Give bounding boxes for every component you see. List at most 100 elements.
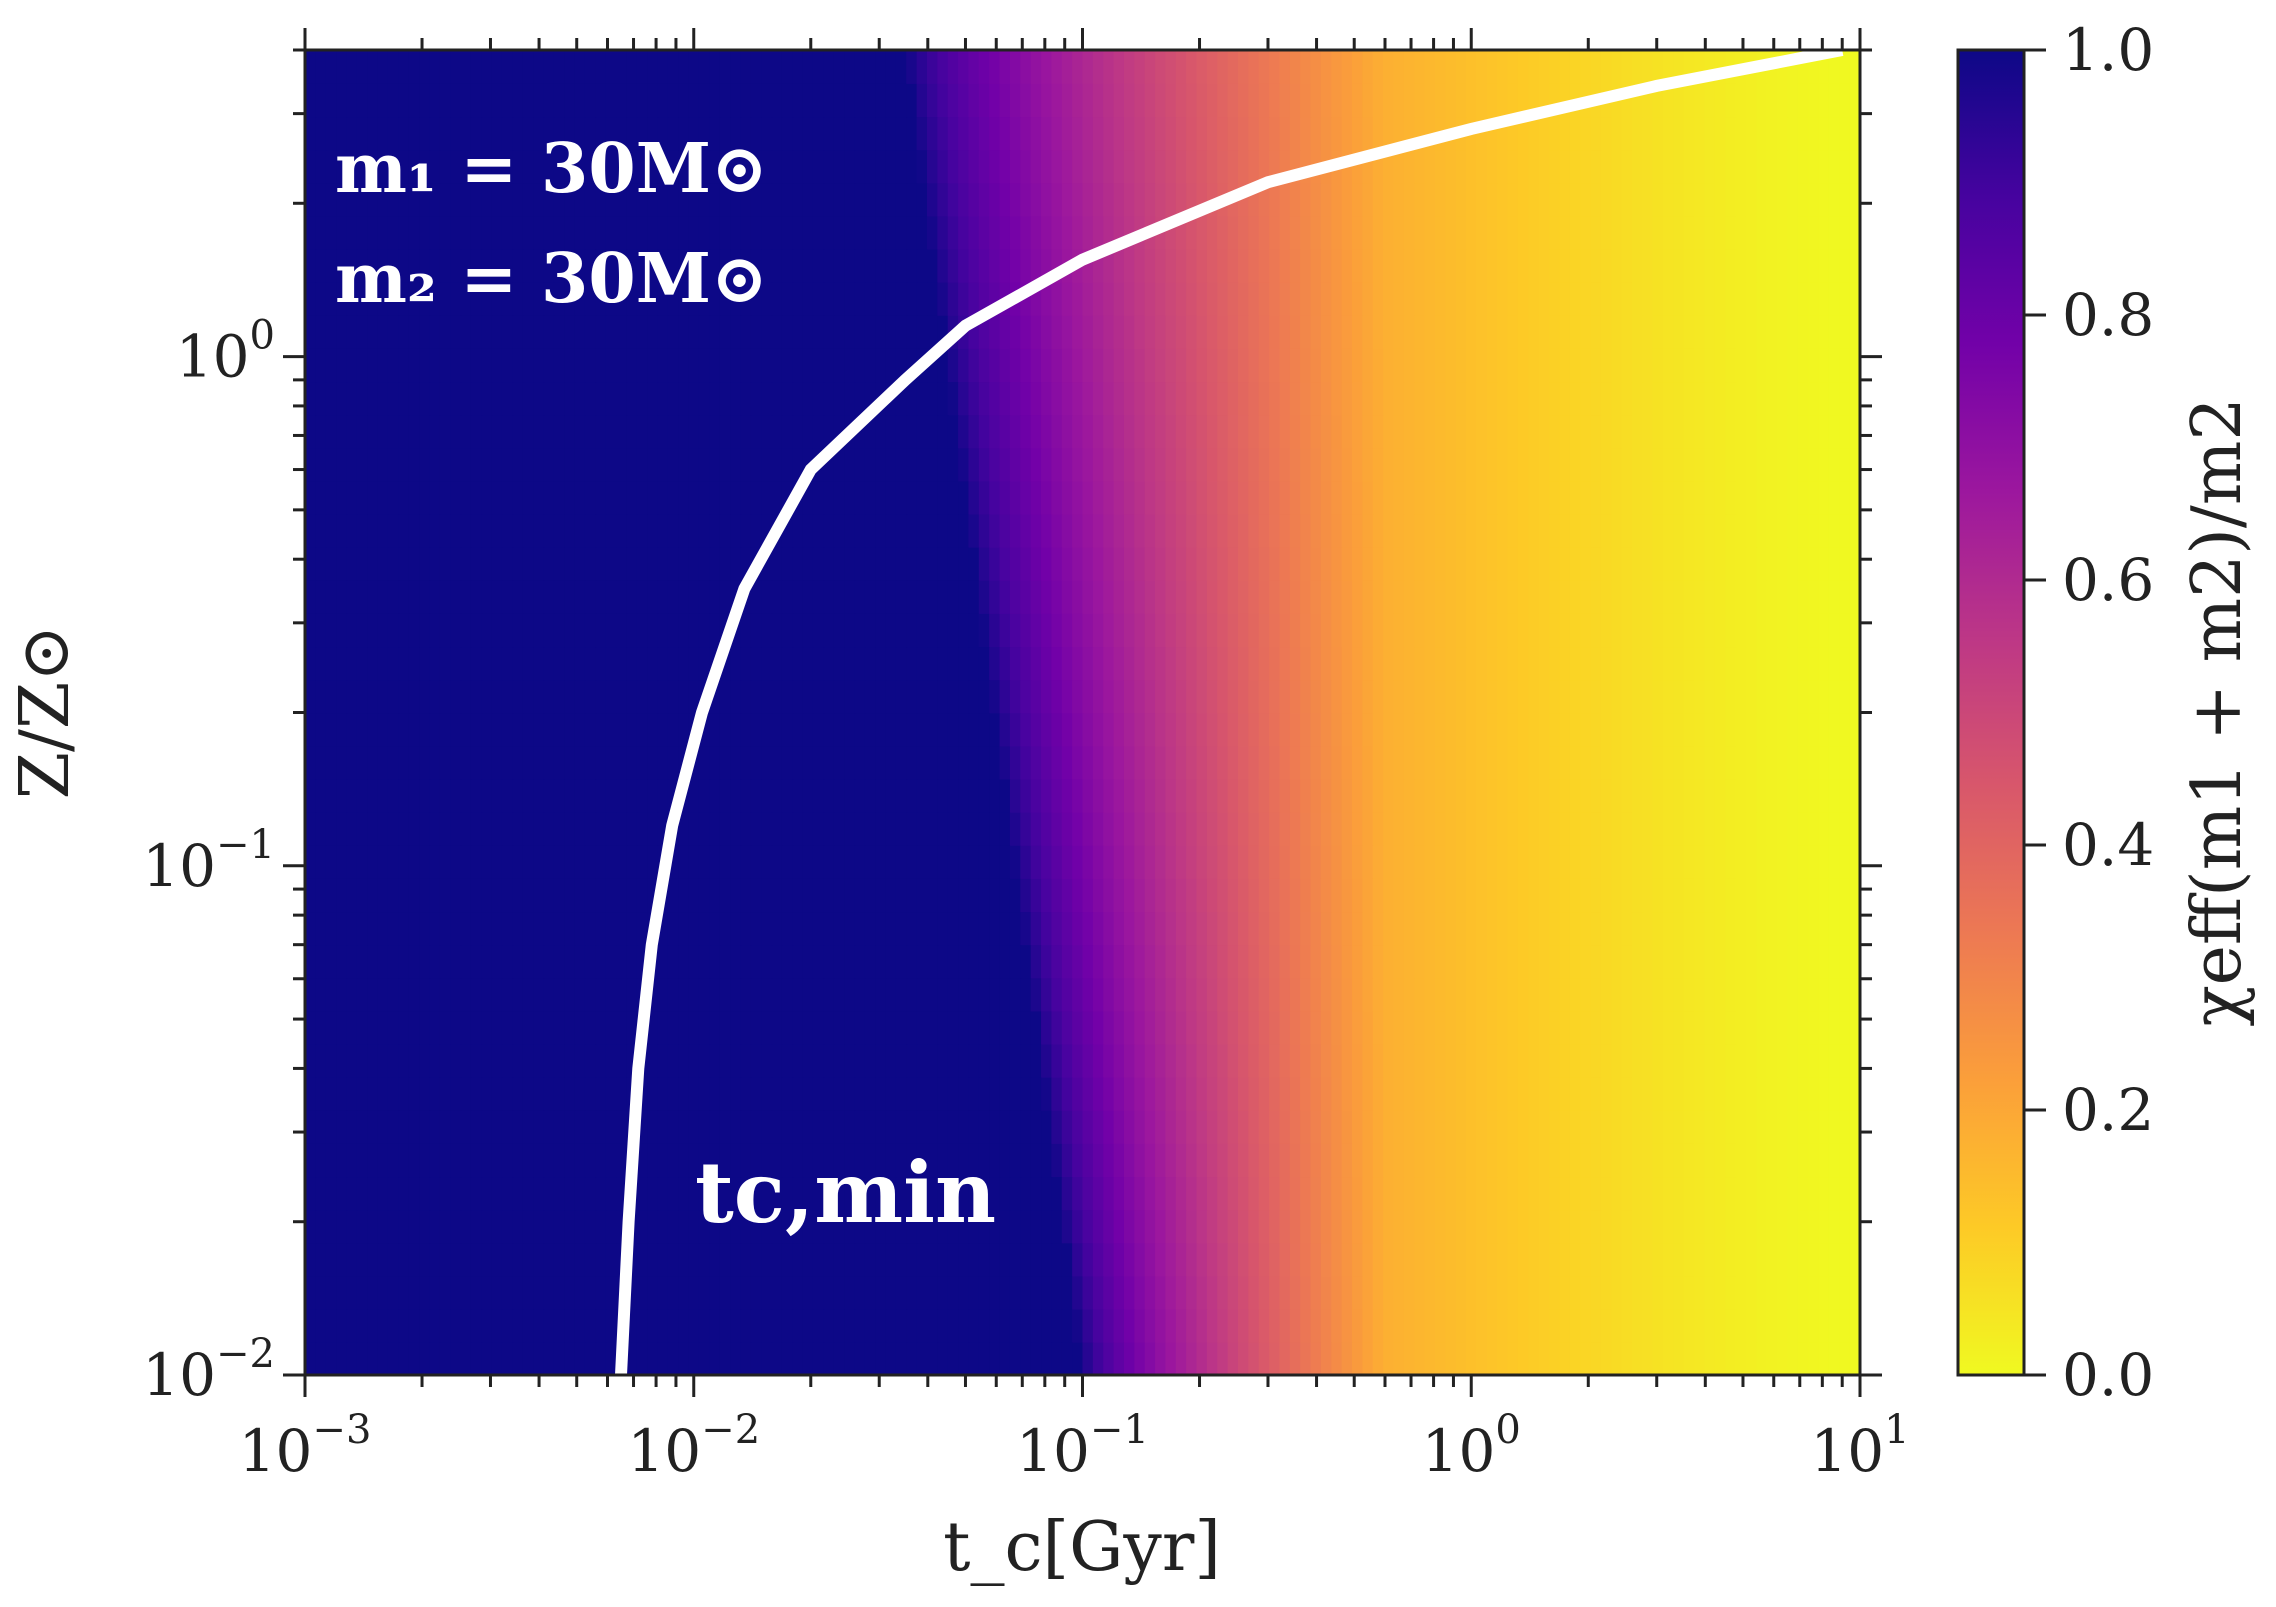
heatmap-cell	[1828, 878, 1841, 913]
heatmap-cell	[522, 778, 534, 813]
heatmap-cell	[844, 315, 856, 349]
heatmap-cell	[667, 977, 679, 1012]
heatmap-cell	[812, 977, 825, 1012]
heatmap-cell	[1248, 613, 1260, 648]
heatmap-cell	[533, 646, 545, 681]
heatmap-cell	[647, 348, 659, 383]
heatmap-cell	[1248, 1209, 1260, 1244]
heatmap-cell	[305, 381, 317, 416]
heatmap-cell	[553, 447, 565, 482]
heatmap-cell	[616, 845, 628, 879]
heatmap-cell	[916, 546, 928, 581]
heatmap-cell	[1694, 513, 1706, 548]
heatmap-cell	[1476, 811, 1488, 846]
heatmap-cell	[1683, 977, 1695, 1012]
heatmap-cell	[429, 414, 441, 449]
heatmap-cell	[1486, 679, 1498, 714]
heatmap-cell	[1507, 546, 1519, 581]
heatmap-cell	[771, 248, 783, 283]
heatmap-cell	[1704, 1275, 1716, 1310]
heatmap-cell	[1777, 480, 1789, 515]
heatmap-cell	[1642, 1275, 1654, 1310]
heatmap-cell	[1683, 613, 1695, 648]
heatmap-cell	[408, 1176, 420, 1211]
heatmap-cell	[647, 1143, 659, 1178]
heatmap-cell	[657, 546, 669, 581]
heatmap-cell	[1113, 1275, 1125, 1310]
heatmap-cell	[1331, 613, 1343, 648]
heatmap-cell	[346, 480, 358, 515]
heatmap-cell	[1206, 1043, 1219, 1078]
heatmap-cell	[792, 580, 804, 614]
heatmap-cell	[605, 977, 617, 1012]
heatmap-cell	[584, 679, 597, 714]
heatmap-cell	[1030, 1209, 1042, 1244]
heatmap-cell	[1849, 580, 1860, 614]
heatmap-cell	[1818, 1341, 1830, 1375]
heatmap-cell	[885, 348, 897, 383]
heatmap-cell	[1600, 679, 1612, 714]
heatmap-cell	[1217, 778, 1229, 813]
heatmap-cell	[719, 381, 731, 416]
heatmap-cell	[584, 1341, 597, 1375]
heatmap-cell	[398, 679, 410, 714]
heatmap-cell	[1310, 1242, 1322, 1277]
heatmap-cell	[989, 1110, 1001, 1144]
heatmap-cell	[584, 281, 597, 316]
heatmap-cell	[1466, 811, 1478, 846]
heatmap-cell	[1238, 1275, 1250, 1310]
heatmap-cell	[1538, 878, 1550, 913]
heatmap-cell	[501, 480, 514, 515]
heatmap-cell	[1517, 911, 1530, 946]
heatmap-cell	[709, 911, 721, 946]
heatmap-cell	[1828, 414, 1841, 449]
heatmap-cell	[833, 1176, 845, 1211]
heatmap-cell	[1175, 778, 1187, 813]
heatmap-cell	[1673, 1308, 1685, 1343]
heatmap-cell	[1113, 348, 1125, 383]
heatmap-cell	[667, 712, 679, 747]
heatmap-cell	[1663, 1076, 1675, 1111]
heatmap-cell	[1549, 811, 1561, 846]
heatmap-cell	[522, 546, 534, 581]
heatmap-cell	[387, 778, 400, 813]
heatmap-cell	[1569, 1341, 1581, 1375]
heatmap-cell	[1590, 480, 1602, 515]
heatmap-cell	[1839, 1341, 1851, 1375]
heatmap-cell	[875, 348, 887, 383]
heatmap-cell	[1455, 480, 1467, 515]
heatmap-cell	[833, 1043, 845, 1078]
heatmap-cell	[367, 778, 379, 813]
heatmap-cell	[740, 1308, 752, 1343]
heatmap-cell	[802, 613, 814, 648]
heatmap-cell	[1621, 878, 1633, 913]
heatmap-cell	[1652, 646, 1664, 681]
heatmap-cell	[626, 1043, 638, 1078]
heatmap-cell	[1331, 778, 1343, 813]
heatmap-cell	[1434, 1275, 1447, 1310]
heatmap-cell	[1362, 1110, 1374, 1144]
heatmap-cell	[885, 1308, 897, 1343]
heatmap-cell	[1704, 778, 1716, 813]
heatmap-cell	[958, 778, 970, 813]
heatmap-cell	[1258, 1110, 1270, 1144]
heatmap-cell	[1206, 613, 1219, 648]
heatmap-cell	[906, 646, 918, 681]
heatmap-cell	[1383, 911, 1395, 946]
heatmap-cell	[698, 1308, 711, 1343]
heatmap-cell	[1694, 811, 1706, 846]
heatmap-cell	[1061, 1176, 1073, 1211]
heatmap-cell	[512, 1143, 524, 1178]
heatmap-cell	[761, 1043, 773, 1078]
heatmap-cell	[1020, 977, 1032, 1012]
heatmap-cell	[1300, 845, 1312, 879]
heatmap-cell	[802, 911, 814, 946]
heatmap-cell	[854, 1110, 866, 1144]
heatmap-cell	[947, 911, 959, 946]
heatmap-cell	[1538, 1176, 1550, 1211]
heatmap-cell	[595, 315, 607, 349]
heatmap-cell	[719, 1076, 731, 1111]
heatmap-cell	[864, 414, 876, 449]
heatmap-cell	[1009, 646, 1022, 681]
heatmap-cell	[450, 679, 462, 714]
